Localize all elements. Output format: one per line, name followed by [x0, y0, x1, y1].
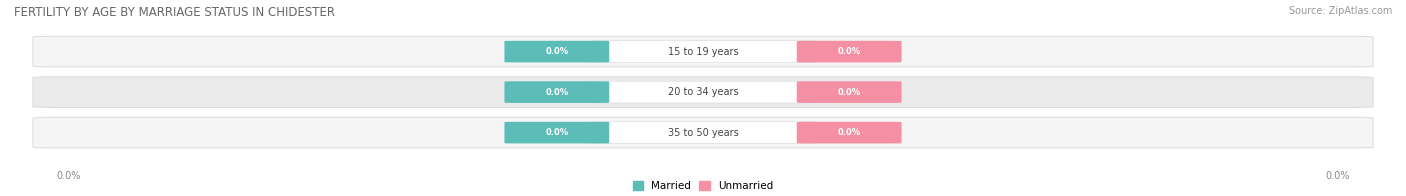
Text: 0.0%: 0.0% [838, 128, 860, 137]
Text: FERTILITY BY AGE BY MARRIAGE STATUS IN CHIDESTER: FERTILITY BY AGE BY MARRIAGE STATUS IN C… [14, 6, 335, 19]
FancyBboxPatch shape [32, 36, 1374, 67]
FancyBboxPatch shape [505, 122, 609, 143]
Text: 0.0%: 0.0% [546, 88, 568, 97]
Text: Source: ZipAtlas.com: Source: ZipAtlas.com [1288, 6, 1392, 16]
FancyBboxPatch shape [32, 77, 1374, 107]
Text: 0.0%: 0.0% [838, 47, 860, 56]
Text: 0.0%: 0.0% [838, 88, 860, 97]
FancyBboxPatch shape [505, 81, 609, 103]
FancyBboxPatch shape [591, 122, 815, 143]
FancyBboxPatch shape [32, 117, 1374, 148]
FancyBboxPatch shape [797, 122, 901, 143]
Text: 0.0%: 0.0% [56, 171, 80, 181]
Text: 20 to 34 years: 20 to 34 years [668, 87, 738, 97]
FancyBboxPatch shape [797, 41, 901, 63]
Text: 15 to 19 years: 15 to 19 years [668, 47, 738, 57]
FancyBboxPatch shape [591, 81, 815, 103]
Text: 35 to 50 years: 35 to 50 years [668, 128, 738, 138]
Text: 0.0%: 0.0% [1326, 171, 1350, 181]
Text: 0.0%: 0.0% [546, 47, 568, 56]
FancyBboxPatch shape [797, 81, 901, 103]
FancyBboxPatch shape [505, 41, 609, 63]
Legend: Married, Unmarried: Married, Unmarried [633, 181, 773, 191]
FancyBboxPatch shape [591, 41, 815, 63]
Text: 0.0%: 0.0% [546, 128, 568, 137]
